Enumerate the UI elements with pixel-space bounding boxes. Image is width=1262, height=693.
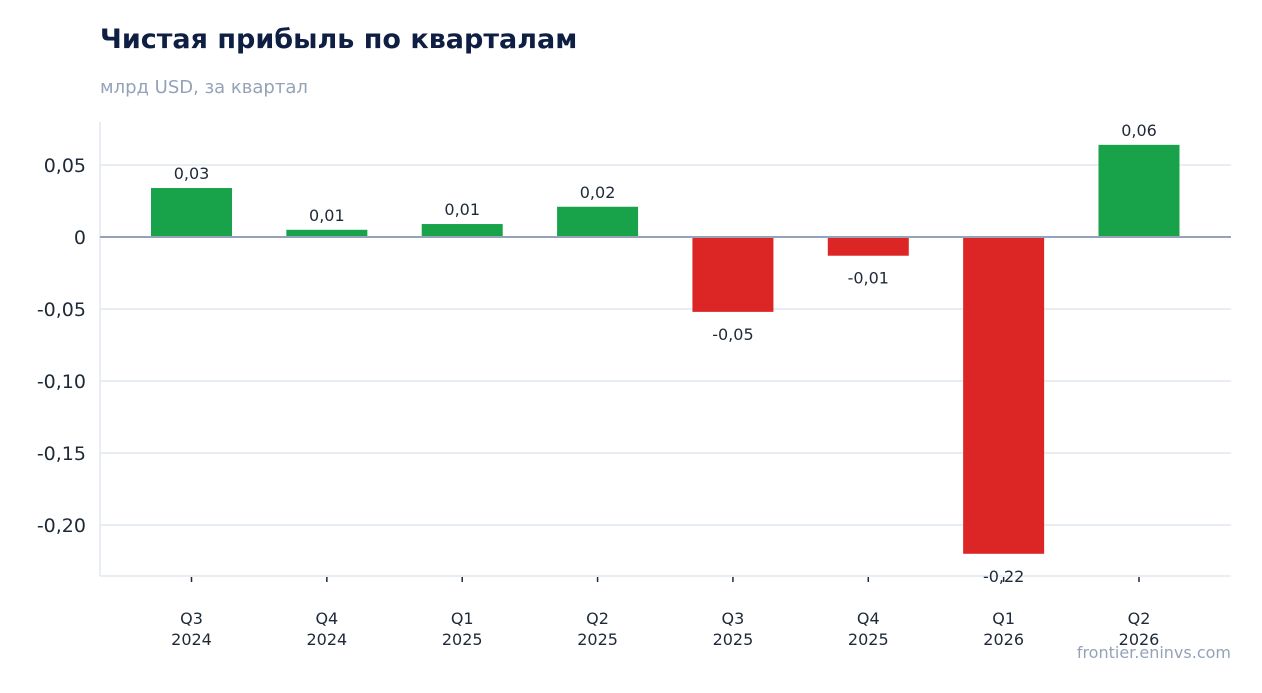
source-credit: frontier.eninvs.com — [1076, 643, 1231, 662]
data-label: -0,01 — [848, 269, 889, 288]
data-label: 0,01 — [309, 206, 345, 225]
axes — [99, 122, 1231, 577]
y-axis-ticks: 0,05 0 -0,05 -0,10 -0,15 -0,20 — [37, 155, 86, 537]
grid-lines — [100, 164, 1231, 526]
bars — [100, 144, 1231, 554]
x-tick-label-quarter: Q3 — [180, 609, 203, 628]
data-label: -0,22 — [983, 567, 1024, 586]
chart-subtitle: млрд USD, за квартал — [100, 77, 308, 98]
x-tick-label-year: 2024 — [171, 630, 212, 649]
chart-title: Чистая прибыль по кварталам — [100, 24, 578, 55]
x-tick-label-year: 2025 — [713, 630, 754, 649]
x-tick-label-year: 2026 — [983, 630, 1024, 649]
data-label: 0,03 — [174, 164, 210, 183]
x-axis-ticks: Q3 2024 Q4 2024 Q1 2025 Q2 2025 Q3 2025 Q4 2025 Q1 20… — [171, 577, 1159, 649]
bar — [151, 188, 232, 237]
x-tick-label-quarter: Q4 — [315, 609, 338, 628]
bar — [557, 206, 639, 237]
bar — [692, 237, 774, 312]
data-labels: 0,03 0,01 0,01 0,02 -0,05 -0,01 -0,22 0,06 — [174, 121, 1157, 586]
x-tick-label-quarter: Q2 — [1128, 609, 1151, 628]
x-tick-label-quarter: Q3 — [722, 609, 745, 628]
data-label: 0,01 — [444, 200, 480, 219]
x-tick-label-quarter: Q2 — [586, 609, 609, 628]
y-tick-label: -0,20 — [37, 515, 86, 537]
bar — [827, 237, 909, 256]
x-tick-label-year: 2026 — [1119, 630, 1160, 649]
data-label: 0,02 — [580, 183, 616, 202]
bar — [963, 237, 1045, 554]
data-label: 0,06 — [1121, 121, 1157, 140]
x-tick-label-quarter: Q1 — [992, 609, 1015, 628]
x-tick-label-quarter: Q4 — [857, 609, 880, 628]
x-tick-label-year: 2024 — [306, 630, 347, 649]
x-tick-label-quarter: Q1 — [451, 609, 474, 628]
y-tick-label: -0,05 — [37, 299, 86, 321]
data-label: -0,05 — [712, 325, 753, 344]
bar — [421, 224, 503, 237]
x-tick-label-year: 2025 — [442, 630, 483, 649]
bar — [1098, 144, 1180, 237]
y-tick-label: 0 — [74, 227, 86, 249]
y-tick-label: -0,10 — [37, 371, 86, 393]
bar — [286, 229, 368, 237]
x-tick-label-year: 2025 — [848, 630, 889, 649]
y-tick-label: -0,15 — [37, 443, 86, 465]
y-tick-label: 0,05 — [44, 155, 86, 177]
x-tick-label-year: 2025 — [577, 630, 618, 649]
